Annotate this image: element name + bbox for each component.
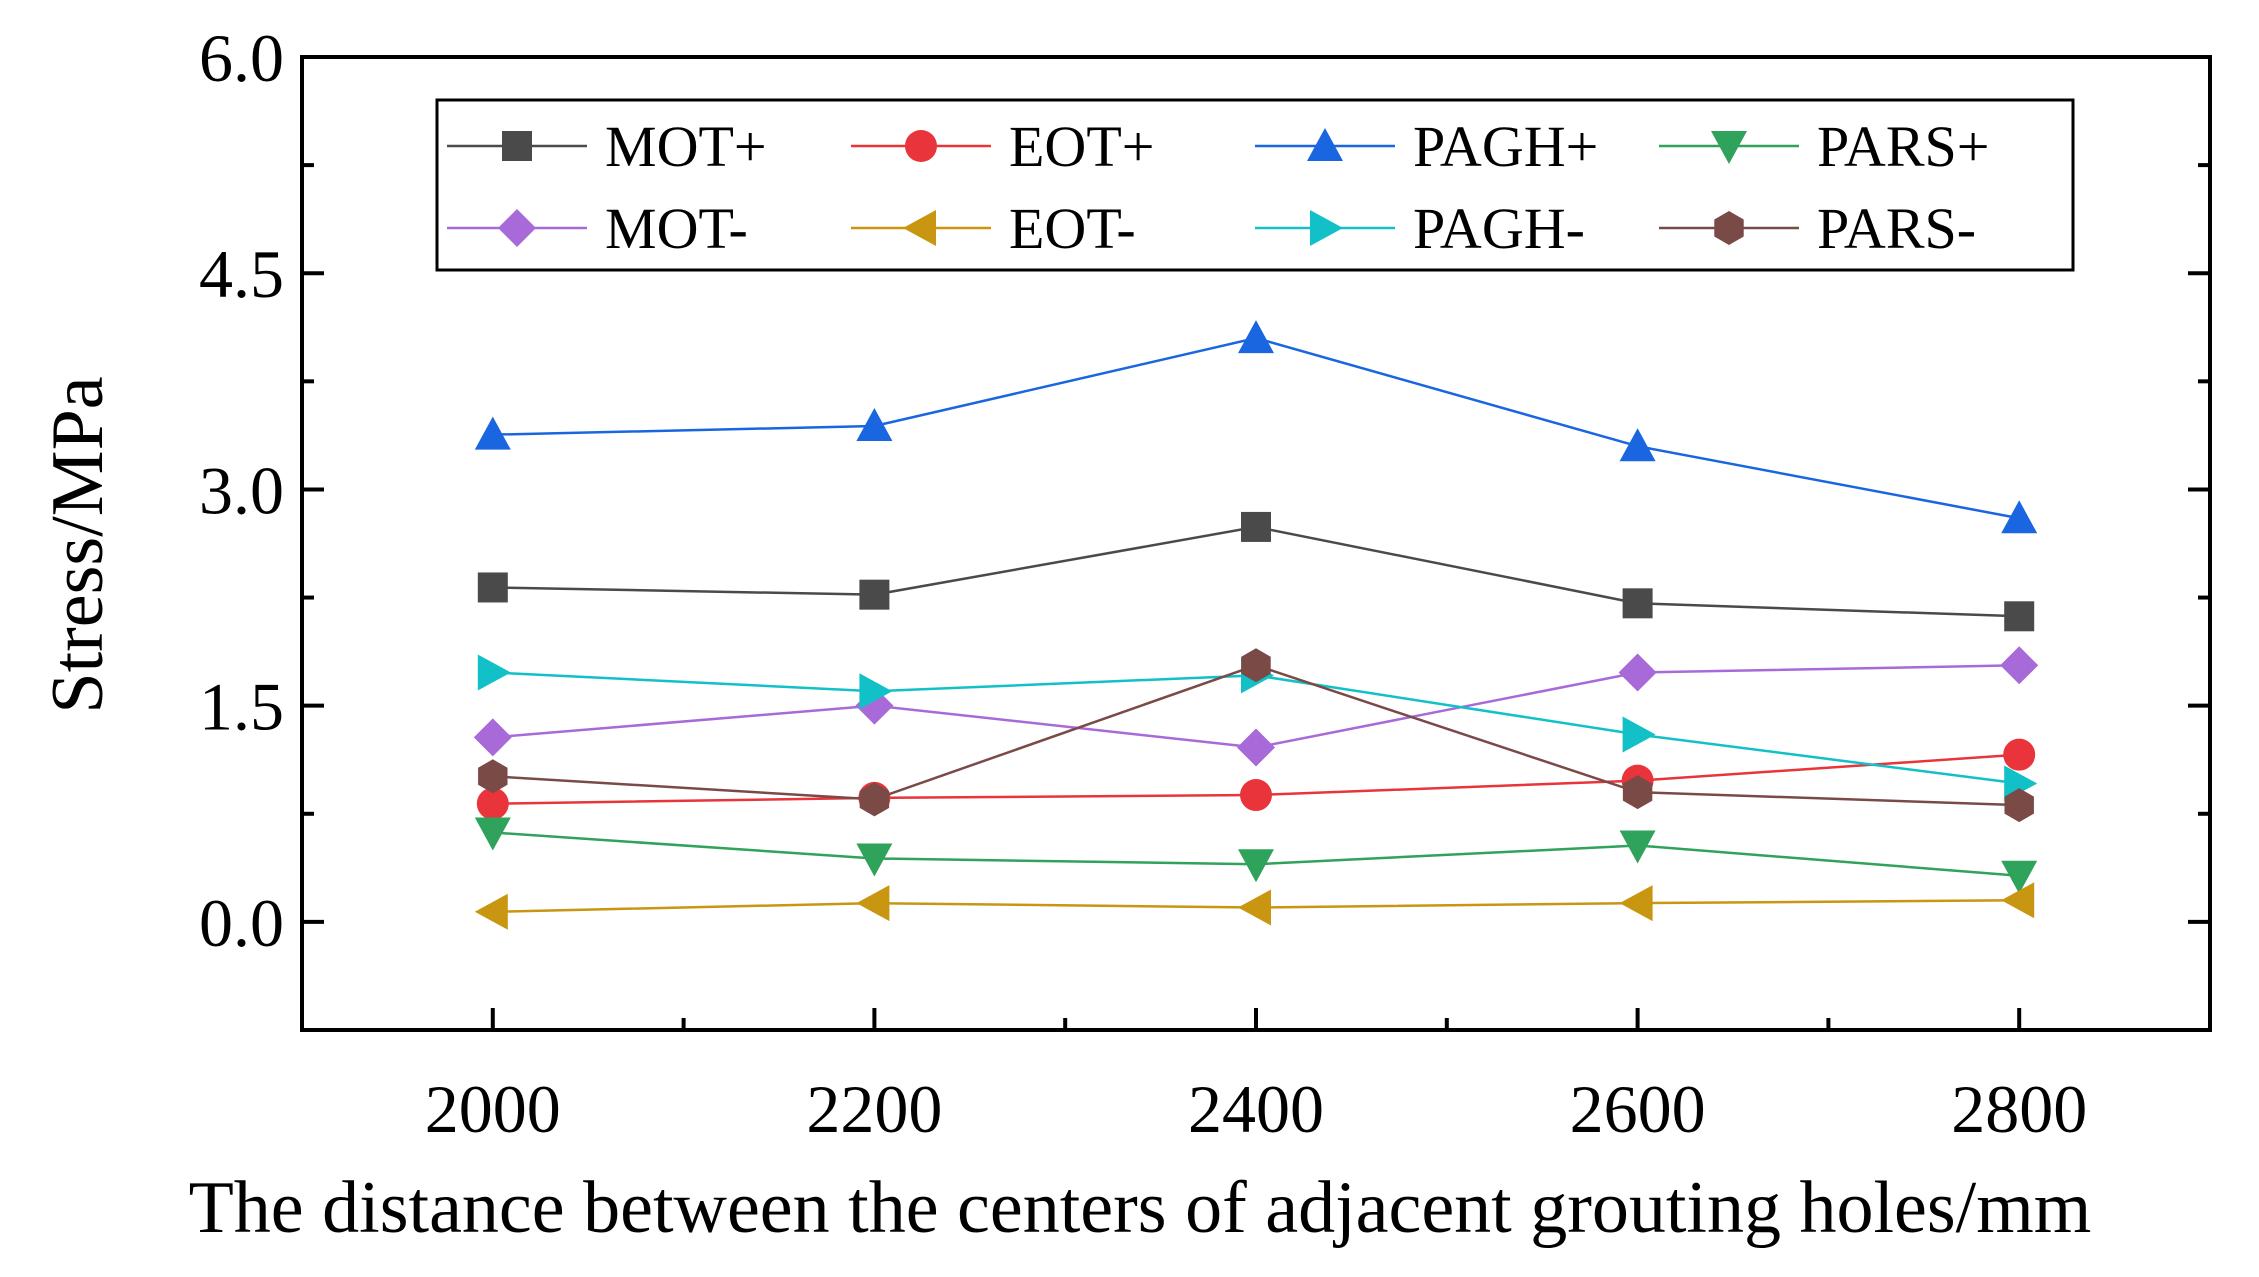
data-point-mot-minus xyxy=(473,718,512,757)
series-mot-minus xyxy=(473,646,2039,767)
legend-marker xyxy=(498,209,536,247)
data-point-mot-minus xyxy=(1618,653,1657,692)
data-point-pagh-minus xyxy=(859,673,893,710)
data-point-eot-plus xyxy=(1240,779,1272,812)
y-tick-label: 1.5 xyxy=(199,669,284,745)
legend-label: MOT- xyxy=(605,196,748,261)
y-axis: 0.0 1.5 3.0 4.5 6.0 xyxy=(199,20,2210,1032)
data-point-eot-plus xyxy=(476,787,509,820)
data-point-pagh-plus xyxy=(856,408,893,442)
series-pagh-plus xyxy=(474,320,2038,534)
y-tick-label: 4.5 xyxy=(199,236,284,312)
legend-label: PARS+ xyxy=(1817,114,1989,179)
legend-marker xyxy=(903,210,936,246)
x-tick-label: 2000 xyxy=(425,1071,561,1147)
data-point-eot-plus xyxy=(2003,738,2036,771)
data-point-pars-plus xyxy=(2001,860,2038,894)
legend-item-pars-minus: PARS- xyxy=(1659,196,1976,261)
x-axis: 2000 2200 2400 2600 2800 xyxy=(425,1008,2087,1147)
x-tick-label: 2600 xyxy=(1570,1071,1706,1147)
series-line-pagh-plus xyxy=(492,336,2020,520)
data-point-pars-minus xyxy=(478,759,508,794)
x-axis-title: The distance between the centers of adja… xyxy=(189,1167,2092,1249)
data-point-mot-plus xyxy=(1622,588,1653,619)
legend-label: PAGH+ xyxy=(1413,114,1598,179)
data-point-mot-plus xyxy=(859,579,890,610)
data-point-pars-minus xyxy=(859,782,890,817)
legend-label: PARS- xyxy=(1817,196,1976,261)
legend-item-eot-plus: EOT+ xyxy=(851,114,1154,179)
series-line-pagh-minus xyxy=(492,671,2020,785)
data-point-pagh-plus xyxy=(474,416,511,450)
x-tick-label: 2200 xyxy=(806,1071,942,1147)
y-tick-label: 0.0 xyxy=(199,885,284,961)
legend-label: EOT+ xyxy=(1009,114,1154,179)
legend-marker xyxy=(1307,128,1343,161)
series-layer xyxy=(473,320,2039,930)
series-mot-plus xyxy=(477,511,2035,632)
data-point-eot-minus xyxy=(2001,882,2035,919)
y-tick-label: 3.0 xyxy=(199,452,284,528)
legend-item-mot-plus: MOT+ xyxy=(447,114,767,179)
data-point-mot-plus xyxy=(477,572,508,603)
series-pars-minus xyxy=(478,648,2034,823)
data-point-eot-minus xyxy=(1238,889,1271,926)
data-point-mot-plus xyxy=(2004,601,2035,632)
data-point-pagh-plus xyxy=(1619,428,1656,462)
legend-marker xyxy=(1711,131,1747,164)
data-point-mot-minus xyxy=(2000,646,2039,685)
data-point-eot-minus xyxy=(474,893,508,930)
legend-item-pagh-plus: PAGH+ xyxy=(1255,114,1598,179)
legend-item-eot-minus: EOT- xyxy=(851,196,1136,261)
data-point-mot-plus xyxy=(1241,511,1271,542)
series-pars-plus xyxy=(474,817,2038,894)
data-point-eot-minus xyxy=(856,885,890,922)
data-point-pars-plus xyxy=(474,817,511,851)
data-point-pagh-plus xyxy=(2001,500,2038,534)
data-point-pars-plus xyxy=(856,843,893,877)
data-point-pars-minus xyxy=(1241,648,1271,683)
legend-label: PAGH- xyxy=(1413,196,1585,261)
legend-item-pars-plus: PARS+ xyxy=(1659,114,1989,179)
data-point-pars-minus xyxy=(1622,775,1653,810)
data-point-mot-minus xyxy=(1237,728,1275,767)
legend-marker xyxy=(905,130,937,162)
data-point-eot-minus xyxy=(1619,885,1653,922)
legend-item-mot-minus: MOT- xyxy=(447,196,748,261)
legend-marker xyxy=(1714,211,1744,245)
legend-label: MOT+ xyxy=(605,114,767,179)
legend-marker xyxy=(1310,210,1343,246)
y-axis-title: Stress/MPa xyxy=(37,376,119,713)
data-point-pagh-minus xyxy=(1622,716,1656,753)
legend-item-pagh-minus: PAGH- xyxy=(1255,196,1585,261)
data-point-pagh-minus xyxy=(477,654,511,691)
x-tick-label: 2400 xyxy=(1188,1071,1324,1147)
legend: MOT+ EOT+ PAGH+ PARS+ MOT- EOT- PAGH- PARS- xyxy=(435,98,2075,272)
y-tick-label: 6.0 xyxy=(199,20,284,96)
series-eot-minus xyxy=(474,882,2035,930)
data-point-pars-plus xyxy=(1619,830,1656,864)
legend-label: EOT- xyxy=(1009,196,1136,261)
legend-box xyxy=(435,98,2075,272)
x-tick-label: 2800 xyxy=(1951,1071,2087,1147)
legend-marker xyxy=(502,131,532,161)
data-point-pars-plus xyxy=(1238,849,1274,883)
data-point-pagh-plus xyxy=(1238,320,1274,354)
data-point-pars-minus xyxy=(2004,788,2034,823)
